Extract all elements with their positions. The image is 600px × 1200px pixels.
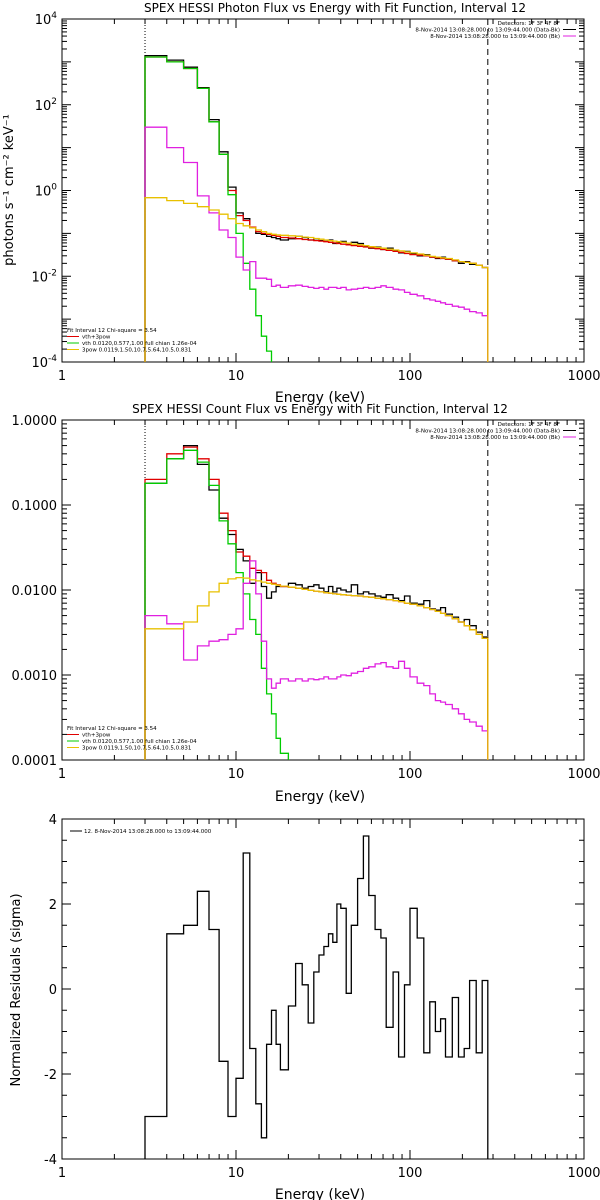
y-tick-exponent: -2 (48, 268, 57, 278)
y-tick-base: 10 (31, 270, 48, 285)
series-vth-3pow (144, 56, 489, 362)
legend-top-line: Detectors: 1F 3F 4F 8F (498, 422, 560, 428)
legend-top-line: 8-Nov-2014 13:08:28.000 to 13:09:44.000 … (415, 28, 560, 34)
x-tick-label: 1000 (567, 369, 600, 384)
y-tick-exponent: 0 (51, 183, 57, 193)
series-vth (144, 449, 290, 760)
y-tick-label: 0.0001 (12, 754, 58, 769)
y-tick-label: 1.0000 (12, 414, 58, 429)
count-flux-panel: SPEX HESSI Count Flux vs Energy with Fit… (12, 402, 600, 805)
y-tick-exponent: -4 (48, 354, 57, 364)
y-tick-label: 102 (35, 97, 57, 114)
y-tick-label: 0 (49, 983, 57, 998)
series-bk (144, 126, 489, 362)
y-tick-label: -4 (44, 1153, 57, 1168)
legend-top-line: 8-Nov-2014 13:08:28.000 to 13:09:44.000 … (430, 435, 560, 441)
x-tick-label: 100 (398, 1166, 423, 1181)
legend-bottom-line: 3pow 0.0119,1.50,10.7,5.64,10.5,0.831 (82, 746, 191, 752)
photon-flux-ylabel: photons s⁻¹ cm⁻² keV⁻¹ (2, 114, 17, 266)
y-tick-label: -2 (44, 1068, 57, 1083)
x-tick-label: 100 (398, 369, 423, 384)
x-tick-label: 1000 (567, 1166, 600, 1181)
y-tick-base: 10 (31, 356, 48, 371)
x-tick-label: 10 (228, 1166, 245, 1181)
photon-flux-panel: SPEX HESSI Photon Flux vs Energy with Fi… (2, 1, 600, 406)
y-tick-label: 104 (35, 11, 58, 28)
legend-bottom-line: vth+3pow (82, 733, 111, 739)
y-tick-base: 10 (35, 185, 52, 200)
legend-bottom-line: 3pow 0.0119,1.50,10.7,5.64,10.5,0.831 (82, 348, 191, 354)
residuals-xlabel: Energy (keV) (275, 1187, 365, 1200)
legend-top-line: 8-Nov-2014 13:08:28.000 to 13:09:44.000 … (415, 429, 560, 435)
x-tick-label: 1 (58, 1166, 66, 1181)
legend-top-line: Detectors: 1F 3F 4F 8F (498, 21, 560, 27)
y-tick-exponent: 2 (51, 97, 57, 107)
x-tick-label: 1000 (567, 767, 600, 782)
y-tick-label: 2 (49, 898, 57, 913)
x-tick-label: 1 (58, 369, 66, 384)
x-tick-label: 10 (228, 767, 245, 782)
series-residuals (144, 835, 489, 1159)
x-tick-label: 100 (398, 767, 423, 782)
y-tick-label: 4 (49, 813, 57, 828)
count-flux-title: SPEX HESSI Count Flux vs Energy with Fit… (132, 402, 508, 416)
y-tick-base: 10 (35, 13, 52, 28)
x-tick-label: 10 (228, 369, 245, 384)
y-tick-label: 10-4 (31, 354, 57, 371)
series-3pow (144, 576, 489, 760)
count-flux-xlabel: Energy (keV) (275, 789, 365, 805)
y-tick-label: 0.0100 (12, 584, 58, 599)
residuals-legend-text: 12. 8-Nov-2014 13:08:28.000 to 13:09:44.… (84, 829, 212, 835)
series-3pow (144, 197, 489, 362)
residuals-ylabel: Normalized Residuals (sigma) (9, 893, 24, 1086)
y-tick-exponent: 4 (51, 11, 57, 21)
series-bk (144, 560, 489, 760)
photon-flux-xlabel: Energy (keV) (275, 390, 365, 406)
y-tick-label: 10-2 (31, 268, 57, 285)
legend-bottom-line: vth 0.0120,0.577,1.00 full chian 1.26e-0… (82, 341, 197, 347)
legend-top-line: 8-Nov-2014 13:08:28.000 to 13:09:44.000 … (430, 34, 560, 40)
photon-flux-title: SPEX HESSI Photon Flux vs Energy with Fi… (144, 1, 526, 15)
legend-bottom-line: Fit Interval 12 Chi-square = 3.54 (67, 726, 157, 732)
residuals-panel: Energy (keV) Normalized Residuals (sigma… (9, 813, 600, 1200)
legend-bottom-line: Fit Interval 12 Chi-square = 3.54 (67, 328, 157, 334)
y-tick-label: 100 (35, 183, 58, 200)
y-tick-label: 0.0010 (12, 669, 58, 684)
y-tick-base: 10 (35, 99, 52, 114)
legend-bottom-line: vth+3pow (82, 335, 111, 341)
y-tick-label: 0.1000 (12, 499, 58, 514)
x-tick-label: 1 (58, 767, 66, 782)
series-data-bk (144, 444, 489, 760)
series-vth (144, 56, 273, 362)
legend-bottom-line: vth 0.0120,0.577,1.00 full chian 1.26e-0… (82, 739, 197, 745)
